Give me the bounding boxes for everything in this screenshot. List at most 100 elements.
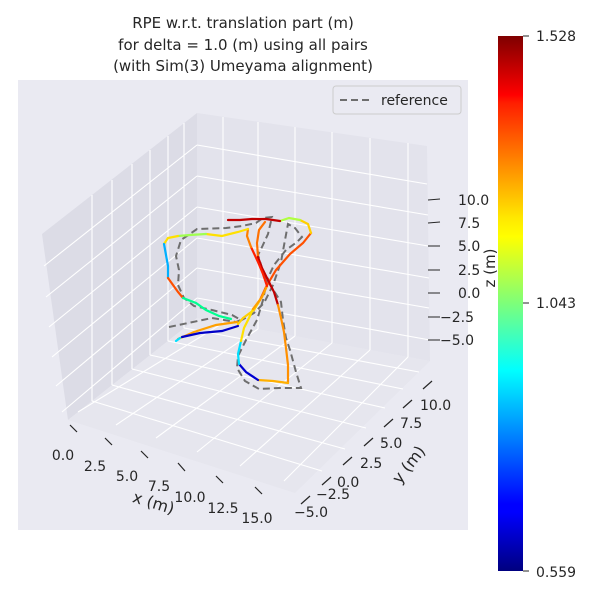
trajectory-segment [256, 255, 280, 307]
grid-line [45, 175, 198, 298]
trajectory-segment [236, 339, 243, 366]
colorbar-gradient [498, 36, 523, 571]
axis-tick [104, 437, 113, 446]
grid-line [196, 297, 431, 341]
trajectory-segment [180, 324, 240, 339]
axis-tick [177, 462, 186, 472]
trajectory-segment [166, 276, 185, 300]
grid-line [43, 144, 198, 267]
axis-tick [140, 450, 149, 459]
z-tick-label: −5.0 [440, 333, 474, 349]
z-tick-label: −2.5 [440, 310, 474, 326]
y-tick-label: 0.0 [337, 475, 359, 491]
grid-line [196, 237, 430, 279]
grid-line [115, 328, 259, 426]
z-tick-label: 5.0 [458, 239, 480, 255]
axis-tick [321, 476, 332, 486]
grid-line [48, 206, 198, 328]
legend-box [332, 85, 462, 115]
grid-line [91, 400, 323, 472]
y-tick-label: 10.0 [420, 398, 451, 414]
grid-line [77, 322, 224, 413]
trajectory-segment [162, 242, 170, 280]
grid-line [51, 237, 198, 358]
trajectory-segment [249, 245, 269, 288]
trajectory-segment [162, 234, 180, 246]
trajectory-segment [298, 218, 313, 235]
chart-title: RPE w.r.t. translation part (m) for delt… [113, 14, 373, 75]
trajectory-segment [251, 284, 269, 311]
grid-line [155, 335, 296, 439]
grid-lines [43, 117, 431, 482]
grid-line [167, 340, 404, 390]
grid-line [111, 384, 346, 450]
trajectory-segment [278, 216, 302, 223]
estimated-trajectory [162, 216, 313, 385]
trajectory-segment [237, 362, 260, 382]
y-tick-label: 7.5 [400, 416, 422, 432]
z-tick-label: 7.5 [458, 216, 480, 232]
x-tick-label: 15.0 [241, 511, 272, 527]
axis-tick [427, 198, 441, 201]
trajectory-segment [226, 217, 282, 223]
z-tick-label: 0.0 [458, 286, 480, 302]
axis-tick [427, 221, 441, 224]
z-tick-label: 2.5 [458, 263, 480, 279]
grid-line [196, 342, 333, 453]
left-pane [42, 113, 197, 420]
trajectory-segment [245, 227, 253, 249]
axis-tick [383, 418, 394, 428]
x-tick-label: 10.0 [174, 490, 205, 506]
x-tick-label: 7.5 [148, 479, 170, 495]
axis-tick [215, 475, 224, 484]
grid-line [196, 206, 429, 247]
reference-trajectory [168, 215, 304, 391]
axis-tick [342, 456, 353, 466]
z-axis: 10.0 7.5 5.0 2.5 0.0 −2.5 −5.0 z (m) [427, 193, 499, 349]
axis-tick [363, 437, 374, 447]
trajectory-segment [176, 232, 208, 238]
y-tick-label: 5.0 [380, 436, 402, 452]
axis-tick [402, 399, 413, 409]
grid-line [283, 356, 409, 482]
colorbar-tick-max: 1.528 [536, 29, 576, 45]
title-line-2: for delta = 1.0 (m) using all pairs [118, 36, 368, 54]
trajectory-segment [239, 307, 255, 343]
grid-line [61, 297, 198, 413]
trajectory-segment [204, 227, 250, 238]
grid-line [196, 267, 430, 309]
title-line-1: RPE w.r.t. translation part (m) [132, 14, 354, 32]
trajectory-segment [276, 303, 290, 385]
axis-tick [422, 380, 433, 390]
floor-pane [68, 318, 430, 493]
z-tick-label: 10.0 [458, 193, 489, 209]
trajectory-segment [174, 336, 182, 343]
trajectory-segment [181, 296, 233, 321]
trajectory-segment [255, 220, 267, 259]
y-tick-label: −5.0 [294, 505, 328, 521]
grid-line [55, 267, 198, 387]
axis-tick [300, 495, 311, 505]
axis-tick [69, 424, 78, 433]
grid-line [183, 327, 420, 373]
axis-tick [254, 486, 263, 495]
x-tick-label: 0.0 [52, 448, 74, 464]
grid-line [196, 144, 428, 185]
x-tick-label: 12.5 [207, 501, 238, 517]
grid-line [131, 368, 367, 429]
grid-line [196, 175, 429, 216]
legend: reference [332, 85, 462, 115]
colorbar-tick-mid: 1.043 [536, 296, 576, 312]
title-line-3: (with Sim(3) Umeyama alignment) [113, 57, 373, 75]
y-tick-label: −2.5 [316, 487, 350, 503]
colorbar-tick-min: 0.559 [536, 565, 576, 581]
trajectory-segment [256, 378, 290, 385]
z-axis-label: z (m) [481, 249, 499, 288]
colorbar: 1.528 1.043 0.559 [498, 29, 576, 581]
x-tick-label: 2.5 [84, 459, 106, 475]
x-tick-label: 5.0 [116, 469, 138, 485]
y-tick-label: 2.5 [360, 456, 382, 472]
legend-reference-label: reference [381, 93, 448, 109]
